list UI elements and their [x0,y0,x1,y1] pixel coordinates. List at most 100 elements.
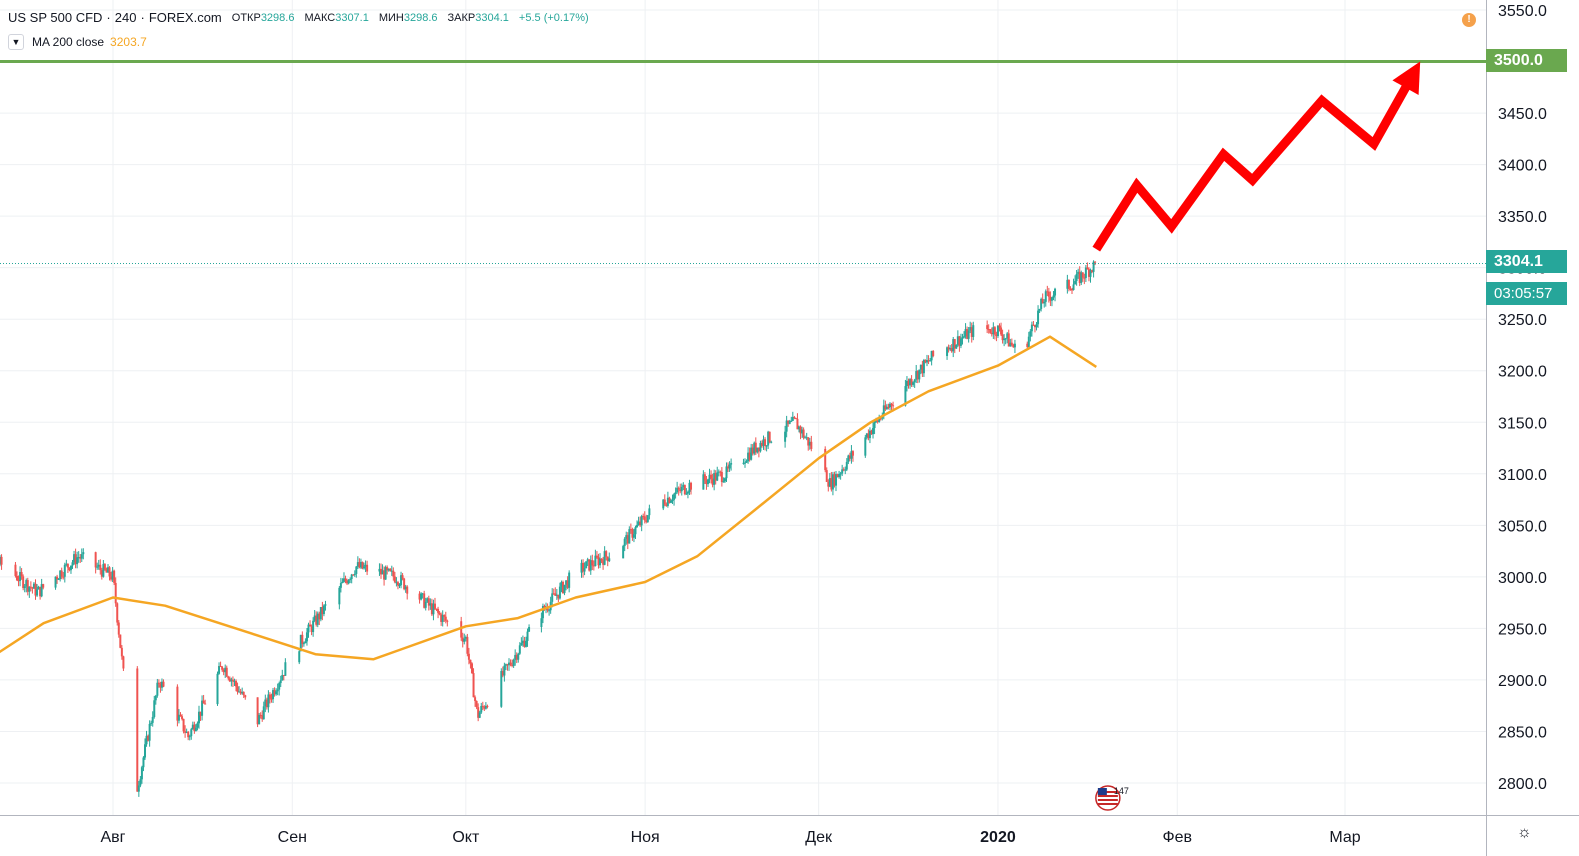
candle-body [631,529,634,538]
candle-body [36,589,39,596]
candle-body [970,327,973,337]
candle-body [520,642,523,646]
candle-body [401,575,404,579]
candle-body [892,405,895,407]
candle-body [907,380,910,386]
candle-body [430,603,433,615]
candle-body [1035,324,1038,328]
candle-body [319,606,322,620]
candle-body [312,620,315,633]
candle-body [927,360,930,362]
candle-body [475,700,478,708]
candle-body [1086,267,1089,270]
gear-icon[interactable]: ☼ [1517,824,1532,841]
us-flag-icon[interactable]: 147 [1095,785,1129,811]
candle-body [762,439,765,446]
high-label: МАКС [304,11,336,24]
candle-body [1033,325,1036,328]
candle-body [905,380,908,387]
candle-body [785,420,788,432]
candle-body [139,779,142,786]
candle-body [282,675,285,677]
candle-body [950,347,953,352]
candle-body [563,584,566,594]
candle-body [17,580,20,582]
candle-body [404,586,407,590]
candle-body [218,666,221,674]
candle-body [716,472,719,481]
candle-body [191,724,194,730]
candle-body [878,418,881,422]
candle-body [233,680,236,682]
candle-body [959,338,962,346]
candle-body [583,568,586,572]
warning-icon[interactable]: ! [1462,13,1476,27]
candle-body [1069,288,1072,290]
candle-body [196,723,199,728]
candle-body [423,593,426,608]
candle-body [526,631,529,641]
candle-body [747,452,750,462]
chevron-down-icon[interactable]: ▼ [8,34,24,50]
x-tick-label: Мар [1329,829,1360,846]
candle-body [221,666,224,670]
candle-body [379,568,382,575]
candle-body [0,556,2,564]
candle-body [884,405,887,410]
candle-body [767,431,770,446]
candle-body [585,561,588,569]
y-tick-label: 3350.0 [1498,209,1547,226]
candles-group [0,260,1097,797]
candle-body [787,420,790,424]
candle-body [387,568,390,571]
candle-body [606,556,609,562]
candle-body [518,645,521,654]
candle-body [599,558,602,566]
candle-body [589,560,592,571]
candle-body [100,570,103,577]
candle-body [19,572,22,581]
candle-body [623,538,626,547]
candle-body [230,679,233,682]
candle-body [264,699,267,707]
candle-body [28,586,31,592]
candle-body [885,406,888,410]
candle-body [478,712,481,718]
candle-body [838,474,841,478]
indicator-name[interactable]: MA 200 close [32,35,105,49]
candle-body [1026,343,1029,347]
candle-body [261,715,264,720]
candle-body [790,420,793,422]
candle-body [204,703,207,705]
y-tick-label: 3550.0 [1498,3,1547,20]
candle-body [722,481,725,483]
candle-body [511,664,514,666]
candle-body [677,487,680,490]
candle-body [745,461,748,463]
candle-body [916,371,919,380]
candle-body [648,508,651,516]
candle-body [947,347,950,350]
candle-body [73,554,76,563]
candle-body [561,581,564,594]
candle-body [378,568,381,572]
candle-body [842,469,845,471]
candle-body [546,608,549,611]
candle-body [359,561,362,568]
candle-body [42,584,45,588]
candle-body [703,474,706,481]
candle-body [807,437,810,446]
candle-body [160,681,163,688]
candle-body [1043,301,1046,304]
candle-body [80,554,83,559]
candle-body [1072,284,1075,290]
candle-body [140,767,143,780]
interval-label[interactable]: 240 [114,10,137,25]
candle-body [626,535,629,544]
symbol-name[interactable]: US SP 500 CFD [8,10,103,25]
candle-body [321,606,324,615]
candle-body [873,420,876,429]
candle-body [887,406,890,408]
